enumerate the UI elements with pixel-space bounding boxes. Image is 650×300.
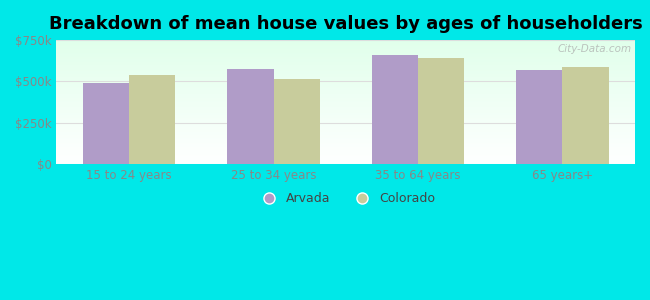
Bar [57, 140, 635, 141]
Bar [57, 163, 635, 164]
Bar [57, 56, 635, 57]
Bar [57, 147, 635, 149]
Bar [57, 43, 635, 45]
Bar [57, 62, 635, 63]
Bar [418, 58, 464, 164]
Bar [57, 112, 635, 113]
Bar [57, 161, 635, 163]
Bar [57, 127, 635, 128]
Bar [57, 115, 635, 116]
Legend: Arvada, Colorado: Arvada, Colorado [251, 187, 440, 210]
Bar [57, 157, 635, 158]
Bar [57, 107, 635, 108]
Bar [57, 79, 635, 80]
Bar [274, 79, 320, 164]
Bar [57, 118, 635, 119]
Bar [57, 68, 635, 70]
Bar [57, 138, 635, 140]
Bar [57, 124, 635, 125]
Bar [57, 76, 635, 77]
Title: Breakdown of mean house values by ages of householders: Breakdown of mean house values by ages o… [49, 15, 643, 33]
Bar [57, 74, 635, 76]
Bar [57, 113, 635, 115]
Bar [57, 144, 635, 146]
Bar [57, 125, 635, 127]
Bar [57, 142, 635, 144]
Bar [57, 54, 635, 56]
Bar [57, 60, 635, 62]
Bar [57, 136, 635, 138]
Bar [57, 93, 635, 94]
Bar [57, 146, 635, 147]
Bar [57, 108, 635, 110]
Bar [57, 84, 635, 85]
Bar [57, 70, 635, 71]
Bar [57, 52, 635, 54]
Bar [57, 82, 635, 84]
Bar [57, 98, 635, 99]
Bar [57, 48, 635, 50]
Bar [57, 59, 635, 60]
Bar [57, 77, 635, 79]
Bar [57, 99, 635, 100]
Bar [57, 42, 635, 43]
Bar [57, 130, 635, 132]
Bar [57, 135, 635, 136]
Bar [57, 46, 635, 48]
Bar [57, 152, 635, 153]
Bar [57, 119, 635, 121]
Bar [57, 71, 635, 73]
Bar [57, 91, 635, 93]
Bar [57, 116, 635, 118]
Bar [57, 158, 635, 160]
Bar [57, 65, 635, 67]
Bar [83, 83, 129, 164]
Bar [57, 153, 635, 155]
Bar [57, 57, 635, 59]
Bar [57, 132, 635, 133]
Bar [129, 75, 176, 164]
Bar [57, 96, 635, 98]
Text: City-Data.com: City-Data.com [558, 44, 632, 54]
Bar [57, 104, 635, 105]
Bar [57, 102, 635, 104]
Bar [57, 50, 635, 51]
Bar [227, 69, 274, 164]
Bar [57, 87, 635, 88]
Bar [57, 73, 635, 74]
Bar [57, 40, 635, 42]
Bar [562, 68, 608, 164]
Bar [57, 80, 635, 82]
Bar [57, 105, 635, 107]
Bar [57, 149, 635, 150]
Bar [57, 133, 635, 135]
Bar [57, 88, 635, 90]
Bar [57, 100, 635, 102]
Bar [516, 70, 562, 164]
Bar [57, 141, 635, 142]
Bar [57, 160, 635, 161]
Bar [57, 121, 635, 122]
Bar [57, 63, 635, 65]
Bar [57, 90, 635, 91]
Bar [372, 55, 418, 164]
Bar [57, 45, 635, 46]
Bar [57, 110, 635, 112]
Bar [57, 51, 635, 52]
Bar [57, 150, 635, 152]
Bar [57, 122, 635, 124]
Bar [57, 128, 635, 130]
Bar [57, 85, 635, 87]
Bar [57, 155, 635, 157]
Bar [57, 67, 635, 68]
Bar [57, 94, 635, 96]
